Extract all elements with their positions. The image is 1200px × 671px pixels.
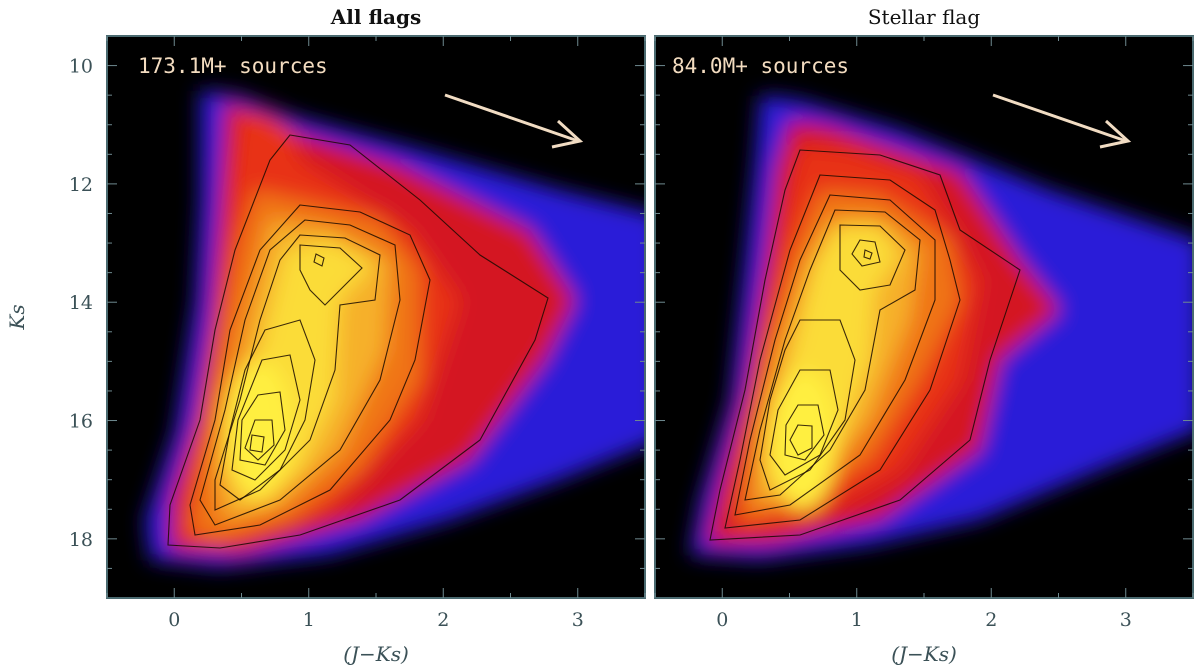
y-tick-label: 18 xyxy=(69,529,93,551)
panel-title-all-flags: All flags xyxy=(330,5,421,29)
x-tick-label: 3 xyxy=(572,609,584,631)
contour-lines xyxy=(167,134,549,549)
y-axis-label: Ks xyxy=(5,304,29,330)
panel-title-stellar-flag: Stellar flag xyxy=(868,5,980,29)
source-count-label: 84.0M+ sources xyxy=(672,54,849,78)
y-tick-label: 16 xyxy=(69,411,93,433)
y-tick-label: 10 xyxy=(69,56,93,78)
density-map xyxy=(690,95,1193,560)
source-count-label: 173.1M+ sources xyxy=(138,54,328,78)
density-map xyxy=(145,90,645,568)
y-tick-label: 14 xyxy=(69,292,93,314)
x-tick-label: 2 xyxy=(985,609,997,631)
reddening-arrow-head xyxy=(551,119,584,149)
x-tick-label: 0 xyxy=(168,609,180,631)
panel-stellar-flag: Stellar flag xyxy=(654,5,1194,666)
contour-lines xyxy=(709,149,1021,541)
x-tick-label: 3 xyxy=(1120,609,1132,631)
axis-ticks: 0 1 2 3 xyxy=(654,36,1194,631)
x-tick-label: 2 xyxy=(437,609,449,631)
reddening-arrow xyxy=(992,93,1127,143)
x-axis-label: (J−Ks) xyxy=(891,642,957,666)
y-axis-label-text: Ks xyxy=(5,304,29,330)
x-tick-label: 1 xyxy=(303,609,315,631)
x-tick-label: 0 xyxy=(716,609,728,631)
panel-all-flags: All flags xyxy=(5,5,646,666)
y-tick-label: 12 xyxy=(69,174,93,196)
reddening-arrow xyxy=(444,93,579,143)
x-tick-label: 1 xyxy=(851,609,863,631)
x-axis-label: (J−Ks) xyxy=(343,642,409,666)
reddening-arrow-head xyxy=(1099,119,1132,149)
